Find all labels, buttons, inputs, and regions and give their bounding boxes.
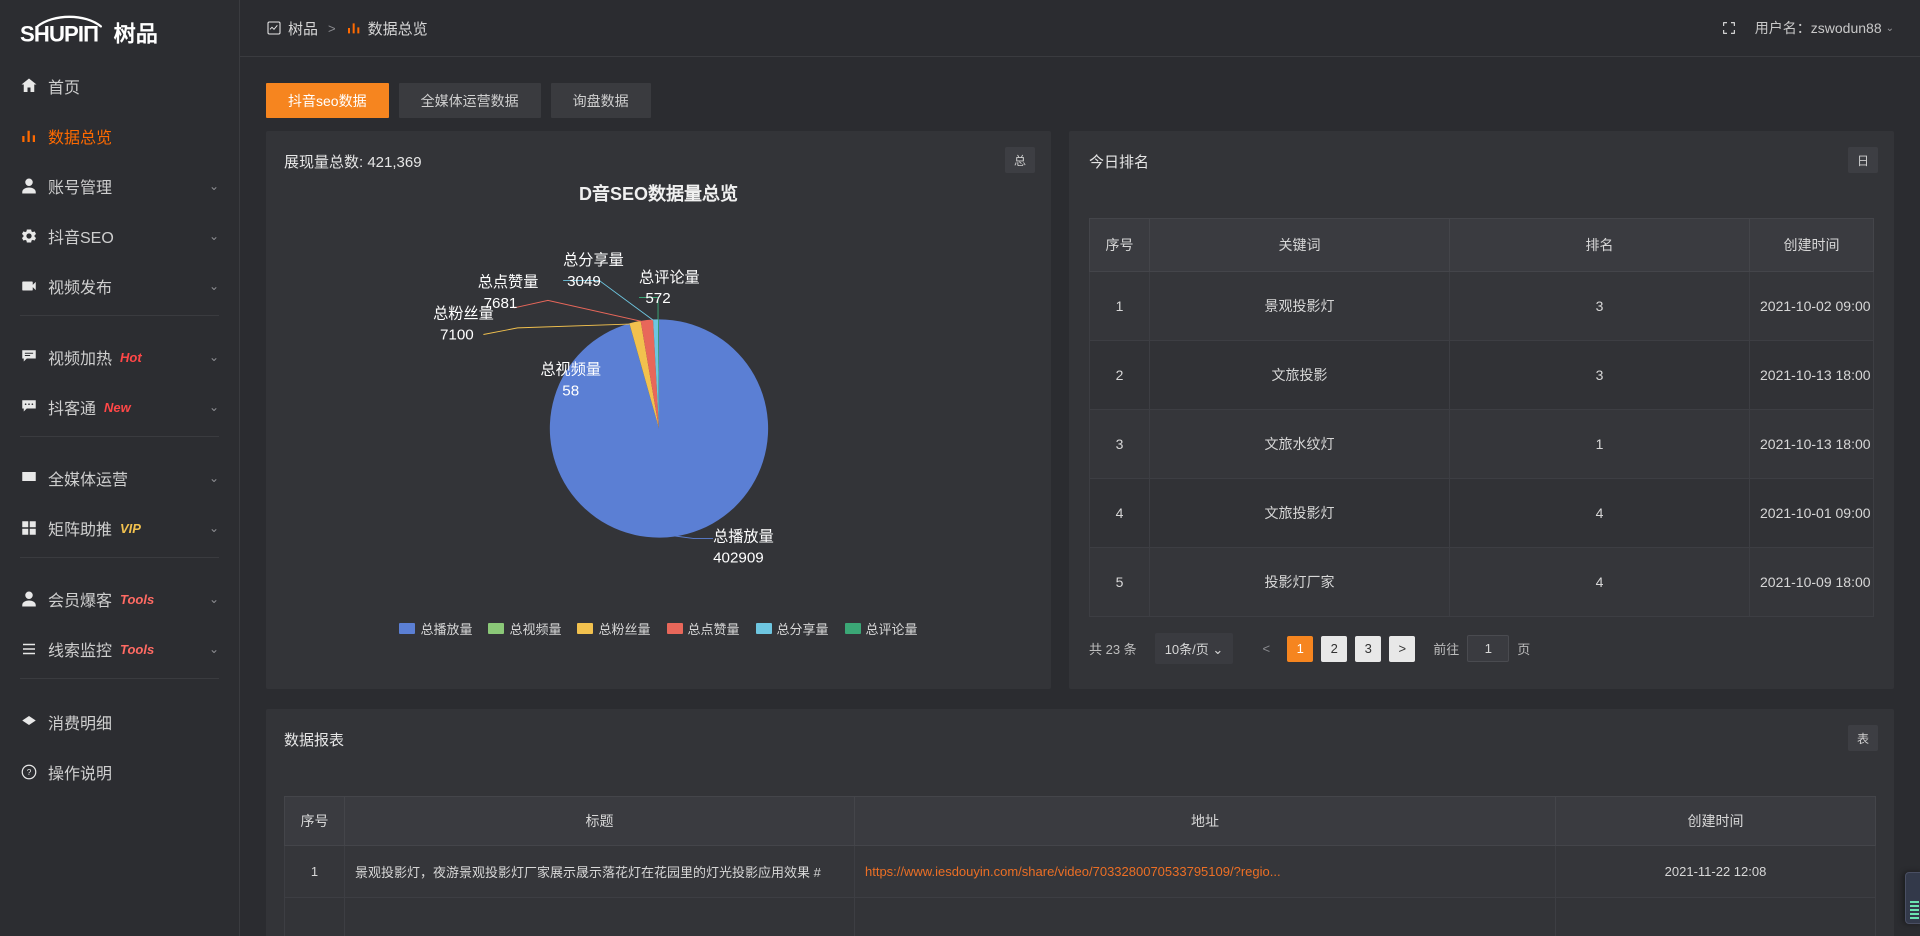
svg-text:3049: 3049 [567, 273, 601, 290]
svg-text:402909: 402909 [713, 549, 764, 566]
svg-text:总粉丝量: 总粉丝量 [433, 305, 494, 322]
svg-text:总点赞量: 总点赞量 [478, 274, 539, 291]
svg-text:总视频量: 总视频量 [540, 361, 601, 378]
svg-text:58: 58 [562, 382, 579, 399]
svg-text:572: 572 [645, 290, 670, 307]
svg-text:SHUPIП: SHUPIП [20, 21, 98, 44]
svg-text:总分享量: 总分享量 [563, 252, 624, 269]
svg-text:树品: 树品 [114, 21, 158, 44]
svg-text:7100: 7100 [440, 326, 474, 343]
svg-text:?: ? [27, 768, 32, 777]
svg-text:总播放量: 总播放量 [713, 528, 774, 545]
svg-text:总评论量: 总评论量 [639, 269, 700, 286]
